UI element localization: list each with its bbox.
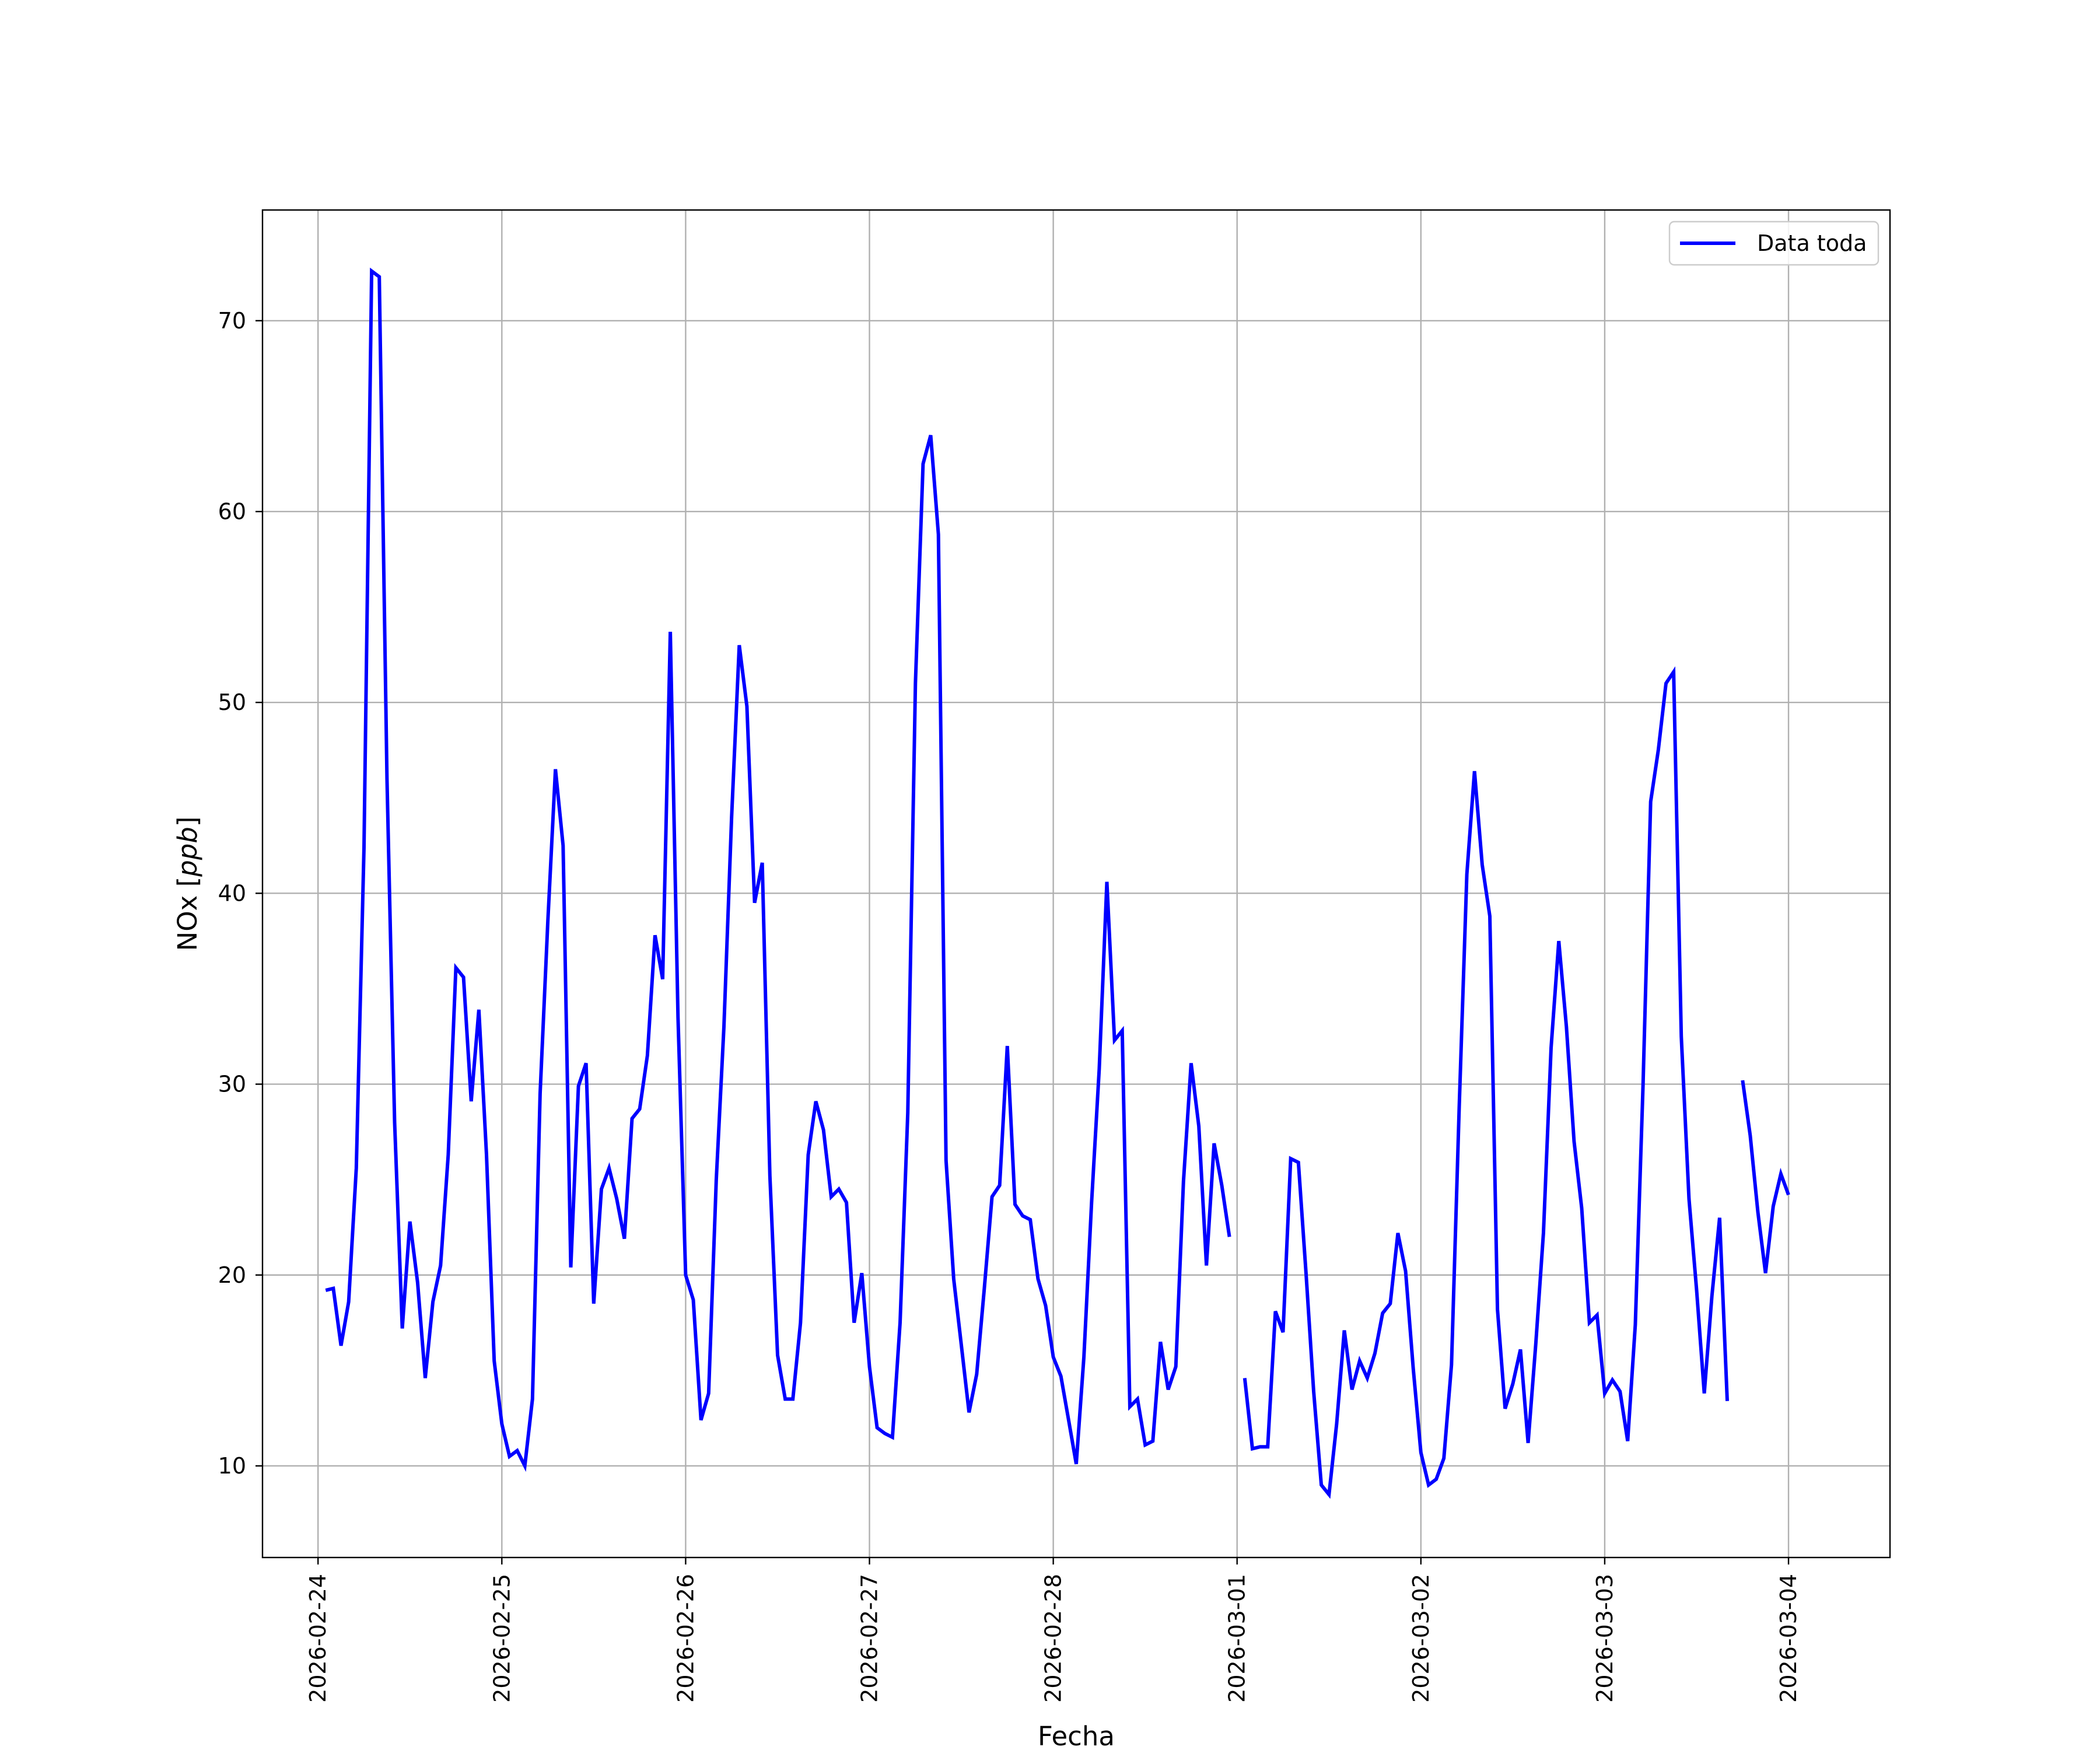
plot-area	[262, 210, 1890, 1558]
y-tick-label: 10	[218, 1453, 246, 1479]
axis-ticks	[256, 320, 1790, 1564]
y-tick-label: 70	[218, 308, 246, 334]
x-tick-label: 2026-03-03	[1592, 1574, 1618, 1703]
y-tick-label: 20	[218, 1262, 246, 1288]
series-line-segment	[1242, 666, 1729, 1499]
x-tick-label: 2026-02-27	[857, 1574, 883, 1703]
x-tick-label: 2026-03-01	[1224, 1574, 1250, 1703]
y-axis-label-bracket-close: ]	[172, 817, 203, 827]
legend-label: Data toda	[1757, 230, 1867, 256]
x-tick-label: 2026-02-26	[673, 1574, 698, 1703]
y-tick-label: 60	[218, 499, 246, 524]
legend-box	[1668, 220, 1880, 266]
y-tick-label: 50	[218, 690, 246, 715]
x-tick-label: 2026-02-24	[305, 1574, 331, 1703]
plot-frame	[261, 209, 1891, 1559]
x-tick-label: 2026-02-25	[489, 1574, 514, 1703]
x-axis-label: Fecha	[1038, 1721, 1115, 1750]
series-line-segment	[325, 267, 1231, 1472]
tick-labels: 2026-02-24 2026-02-25 2026-02-26 2026-02-27…	[218, 308, 1801, 1703]
y-axis-label-unit: ppb	[172, 827, 203, 877]
y-axis-label-bracket-open: [	[172, 877, 203, 895]
y-tick-label: 40	[218, 880, 246, 906]
y-axis-label-quantity: NOx	[172, 895, 203, 951]
x-tick-label: 2026-03-04	[1776, 1574, 1801, 1703]
legend: Data toda	[1668, 220, 1880, 266]
series-line-segment	[1741, 1080, 1790, 1273]
series-layer	[325, 267, 1790, 1499]
x-tick-label: 2026-02-28	[1041, 1574, 1066, 1703]
x-tick-label: 2026-03-02	[1408, 1574, 1434, 1703]
y-axis-label: NOx [ppb]	[172, 817, 203, 951]
grid-lines	[262, 210, 1890, 1558]
y-tick-label: 30	[218, 1072, 246, 1097]
